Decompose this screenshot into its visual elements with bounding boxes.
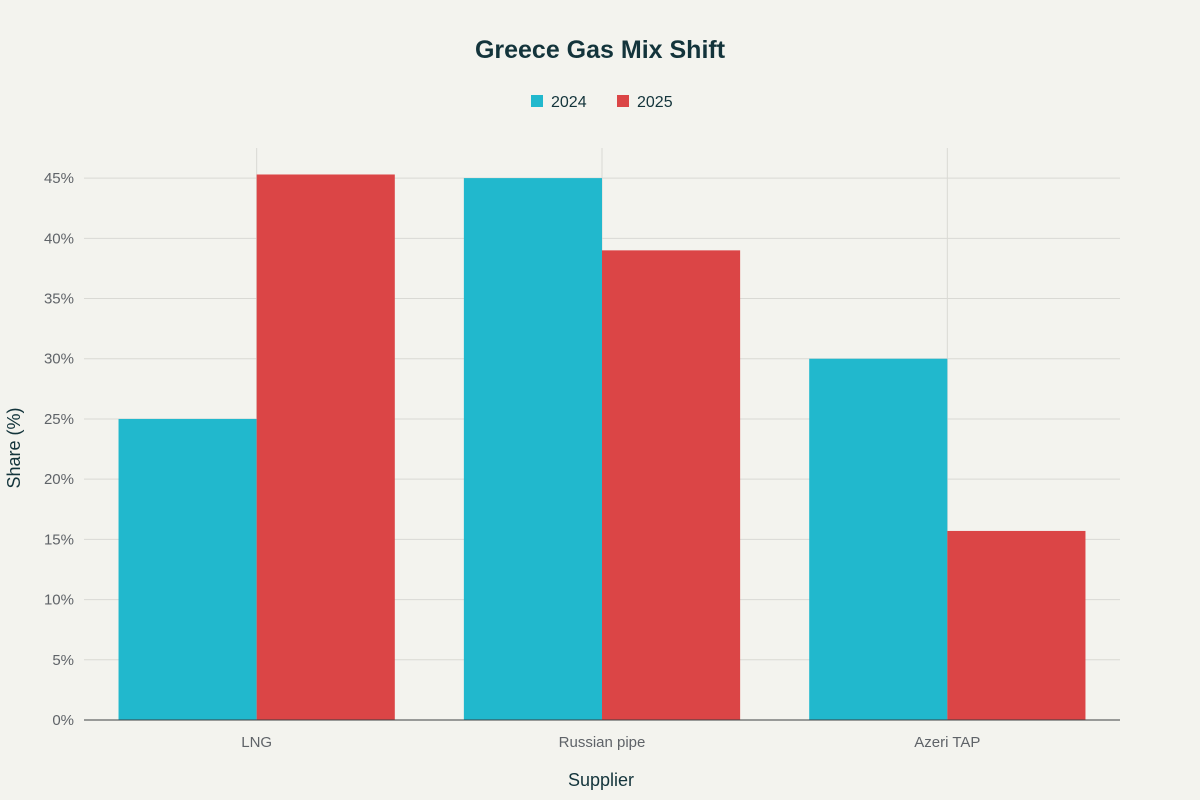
y-tick-label-40: 40% xyxy=(44,230,74,247)
y-tick-label-25: 25% xyxy=(44,411,74,428)
bar-2024-azeri-tap xyxy=(809,358,948,720)
x-tick-label-0: LNG xyxy=(241,734,272,751)
y-tick-label-45: 45% xyxy=(44,170,74,187)
bars-group xyxy=(118,174,1086,721)
y-tick-label-10: 10% xyxy=(44,592,74,609)
y-tick-label-5: 5% xyxy=(52,652,74,669)
bar-2025-lng xyxy=(256,174,395,721)
legend-label-2025: 2025 xyxy=(637,94,673,111)
bar-2025-azeri-tap xyxy=(947,530,1086,720)
legend-swatch-2024 xyxy=(531,95,543,107)
y-tick-label-35: 35% xyxy=(44,291,74,308)
y-axis-title: Share (%) xyxy=(4,407,24,488)
bar-2025-russian-pipe xyxy=(602,250,741,720)
bar-2024-russian-pipe xyxy=(463,178,602,720)
x-axis-title: Supplier xyxy=(568,770,634,790)
y-tick-label-15: 15% xyxy=(44,531,74,548)
bar-2024-lng xyxy=(118,418,257,720)
y-tick-label-20: 20% xyxy=(44,471,74,488)
x-tick-label-2: Azeri TAP xyxy=(914,734,980,751)
legend-label-2024: 2024 xyxy=(551,94,587,111)
y-axis-ticks: 0% 5% 10% 15% 20% 25% 30% 35% 40% 45% xyxy=(44,170,74,729)
y-tick-label-30: 30% xyxy=(44,351,74,368)
legend-swatch-2025 xyxy=(617,95,629,107)
chart-title: Greece Gas Mix Shift xyxy=(475,36,726,64)
x-tick-label-1: Russian pipe xyxy=(559,734,646,751)
y-tick-label-0: 0% xyxy=(52,712,74,729)
x-axis-ticks: LNG Russian pipe Azeri TAP xyxy=(84,719,1120,751)
legend: 2024 2025 xyxy=(531,94,673,111)
